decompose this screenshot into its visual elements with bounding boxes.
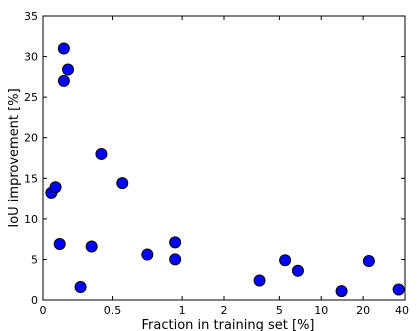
x-tick-label: 1 bbox=[179, 304, 186, 317]
x-tick-label: 20 bbox=[356, 304, 370, 317]
y-tick-label: 15 bbox=[24, 172, 38, 185]
y-tick-label: 30 bbox=[24, 51, 38, 64]
data-point bbox=[95, 147, 108, 160]
data-point bbox=[141, 248, 154, 261]
x-tick-label: 5 bbox=[276, 304, 283, 317]
x-tick-label: 0.5 bbox=[104, 304, 122, 317]
data-point bbox=[279, 254, 292, 267]
data-point bbox=[169, 253, 182, 266]
points-layer bbox=[45, 42, 405, 298]
data-point bbox=[49, 181, 62, 194]
data-point bbox=[53, 238, 66, 251]
y-axis-title: IoU improvement [%] bbox=[7, 88, 22, 227]
data-point bbox=[62, 63, 75, 76]
data-point bbox=[57, 42, 70, 55]
data-point bbox=[74, 281, 87, 294]
data-point bbox=[392, 283, 405, 296]
data-point bbox=[169, 236, 182, 249]
y-tick-label: 5 bbox=[31, 253, 38, 266]
x-axis-title: Fraction in training set [%] bbox=[142, 318, 315, 331]
x-tick-label: 0 bbox=[40, 304, 47, 317]
y-tick-label: 10 bbox=[24, 213, 38, 226]
data-point bbox=[116, 177, 129, 190]
y-tick-label: 0 bbox=[31, 294, 38, 307]
data-point bbox=[253, 274, 266, 287]
x-tick-label: 40 bbox=[395, 304, 409, 317]
y-tick-label: 20 bbox=[24, 132, 38, 145]
x-tick-label: 2 bbox=[221, 304, 228, 317]
y-tick-label: 25 bbox=[24, 91, 38, 104]
data-point bbox=[57, 74, 70, 87]
data-point bbox=[85, 240, 98, 253]
data-point bbox=[362, 255, 375, 268]
data-point bbox=[335, 285, 348, 298]
y-tick-label: 35 bbox=[24, 10, 38, 23]
data-point bbox=[291, 264, 304, 277]
x-tick-label: 10 bbox=[314, 304, 328, 317]
